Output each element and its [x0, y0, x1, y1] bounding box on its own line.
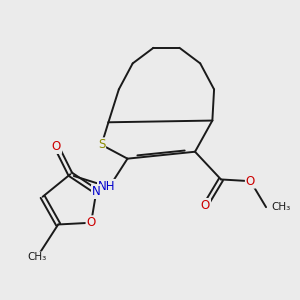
Text: O: O: [201, 199, 210, 212]
Text: NH: NH: [98, 180, 116, 193]
Text: CH₃: CH₃: [28, 252, 47, 262]
Text: O: O: [246, 175, 255, 188]
Text: CH₃: CH₃: [271, 202, 290, 212]
Text: O: O: [86, 216, 96, 229]
Text: S: S: [98, 138, 105, 151]
Text: O: O: [52, 140, 61, 153]
Text: N: N: [92, 185, 101, 198]
